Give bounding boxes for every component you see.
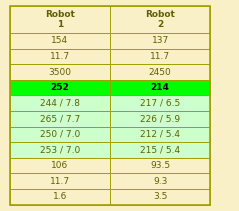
Bar <box>110 158 210 173</box>
Text: 215 / 5.4: 215 / 5.4 <box>140 146 180 155</box>
Bar <box>110 80 210 96</box>
Text: 253 / 7.0: 253 / 7.0 <box>40 146 80 155</box>
Text: 244 / 7.8: 244 / 7.8 <box>40 99 80 108</box>
Text: 154: 154 <box>51 37 68 45</box>
Text: 11.7: 11.7 <box>50 52 70 61</box>
Bar <box>110 142 210 158</box>
Text: 3.5: 3.5 <box>153 192 167 201</box>
Text: 226 / 5.9: 226 / 5.9 <box>140 114 180 123</box>
Text: Robot
2: Robot 2 <box>145 10 175 29</box>
Bar <box>10 142 110 158</box>
Text: 3500: 3500 <box>48 68 71 77</box>
Text: 9.3: 9.3 <box>153 177 167 186</box>
Bar <box>10 64 110 80</box>
Bar <box>10 96 110 111</box>
Bar <box>10 158 110 173</box>
Text: 137: 137 <box>152 37 169 45</box>
Text: Robot
1: Robot 1 <box>45 10 75 29</box>
Text: 212 / 5.4: 212 / 5.4 <box>140 130 180 139</box>
Bar <box>110 64 210 80</box>
Text: 252: 252 <box>50 83 69 92</box>
Bar <box>10 49 110 64</box>
Text: 2450: 2450 <box>149 68 172 77</box>
Text: 11.7: 11.7 <box>50 177 70 186</box>
Bar <box>10 33 110 49</box>
Bar <box>110 173 210 189</box>
Bar <box>10 173 110 189</box>
Text: 250 / 7.0: 250 / 7.0 <box>40 130 80 139</box>
Bar <box>10 127 110 142</box>
Text: 265 / 7.7: 265 / 7.7 <box>40 114 80 123</box>
Bar <box>10 189 110 205</box>
Bar <box>110 6 210 33</box>
Bar <box>110 189 210 205</box>
Bar <box>10 80 110 96</box>
Bar <box>210 6 239 205</box>
Bar <box>110 33 210 49</box>
Bar <box>10 111 110 127</box>
Bar <box>110 49 210 64</box>
Bar <box>110 111 210 127</box>
Text: 11.7: 11.7 <box>150 52 170 61</box>
Text: 214: 214 <box>151 83 169 92</box>
Bar <box>110 96 210 111</box>
Text: 217 / 6.5: 217 / 6.5 <box>140 99 180 108</box>
Text: 1.6: 1.6 <box>53 192 67 201</box>
Bar <box>10 6 110 33</box>
Bar <box>110 127 210 142</box>
Bar <box>10 6 210 205</box>
Text: 93.5: 93.5 <box>150 161 170 170</box>
Text: 106: 106 <box>51 161 68 170</box>
